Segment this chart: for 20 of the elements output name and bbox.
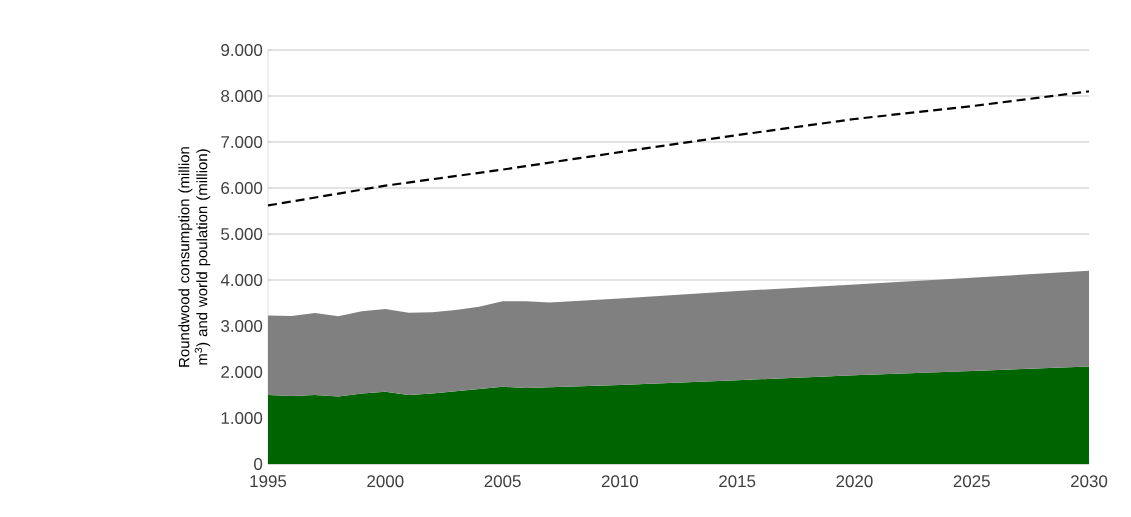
y-tick-label: 8.000: [221, 90, 263, 102]
x-tick-label: 2015: [719, 475, 756, 488]
x-tick-label: 2010: [601, 475, 639, 488]
y-tick-label: 4.000: [220, 274, 263, 286]
y-tick-label: 0: [254, 458, 263, 470]
x-tick-label: 2000: [367, 475, 404, 488]
y-tick-label: 9.000: [221, 44, 263, 56]
y-axis-title: Roundwood consumption (million m$^{3}$) and world poulation (million): [178, 147, 211, 367]
y-tick-label: 2.000: [221, 366, 263, 378]
y-tick-label: 1.000: [221, 412, 263, 424]
y-tick-label: 3.000: [221, 320, 263, 332]
x-tick-label: 2005: [484, 475, 521, 488]
x-tick-label: 2030: [1071, 475, 1108, 488]
y-tick-label: 7.000: [221, 136, 263, 148]
x-tick-label: 2025: [953, 475, 990, 488]
x-tick-label: 2020: [836, 475, 873, 488]
x-tick-label: 1995: [250, 475, 287, 488]
line-series: [268, 90, 1090, 207]
y-tick-label: 5.000: [221, 228, 263, 240]
y-tick-label: 6.000: [221, 182, 263, 194]
